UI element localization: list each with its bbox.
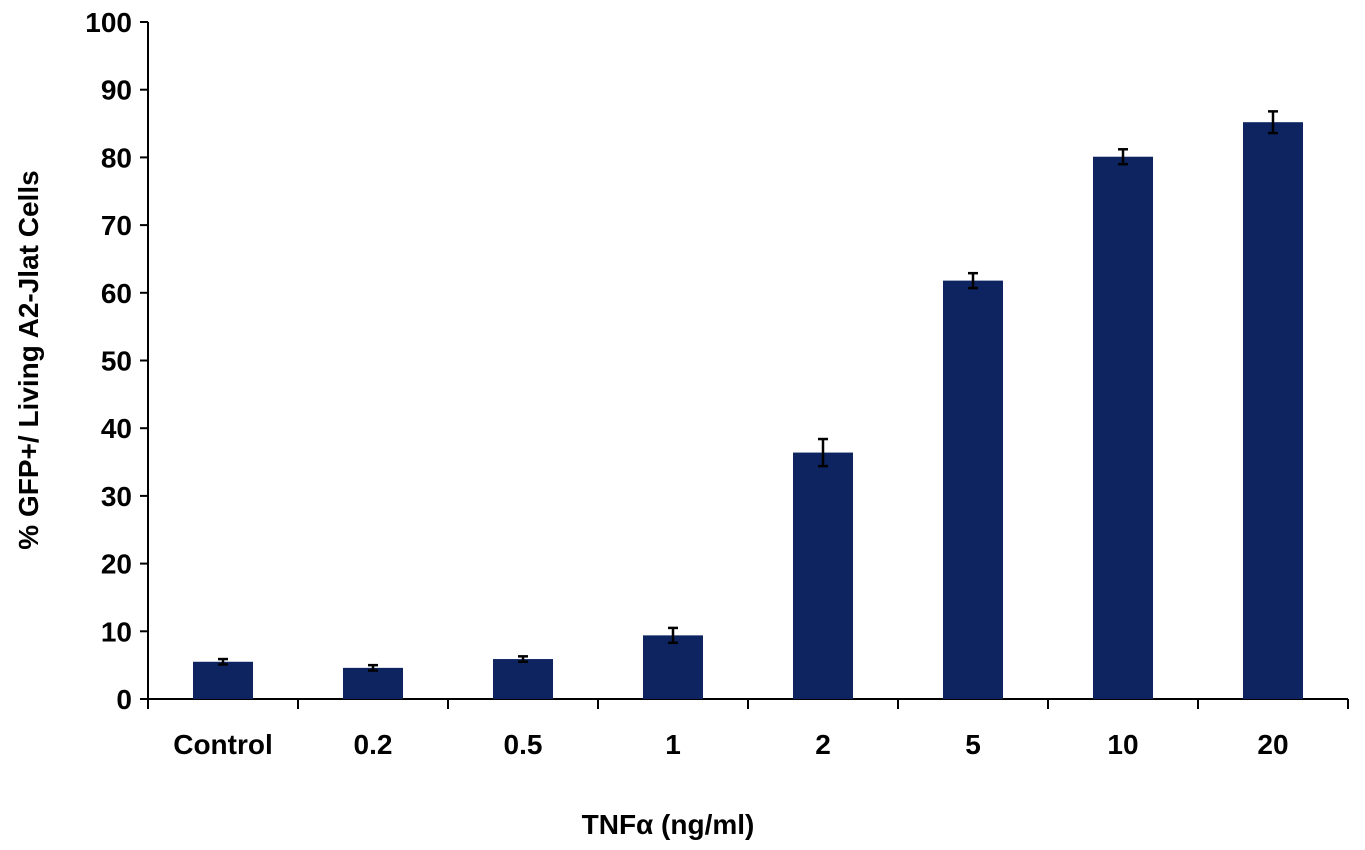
error-bar	[368, 663, 378, 672]
bar-10	[1093, 156, 1153, 699]
y-tick-label: 40	[101, 413, 132, 444]
x-tick-label: 1	[665, 729, 681, 760]
x-tick-label: Control	[173, 729, 273, 760]
x-axis: Control 0.2 0.5 1 2 5 10 20	[147, 698, 1349, 760]
x-axis-title: TNFα (ng/ml)	[582, 809, 755, 840]
x-tick-label: 5	[965, 729, 981, 760]
error-bar	[518, 655, 528, 664]
y-tick-label: 50	[101, 346, 132, 377]
bar-control	[193, 661, 253, 699]
bars	[193, 122, 1303, 700]
y-tick-label: 80	[101, 142, 132, 173]
bar-1	[643, 635, 703, 699]
y-tick-label: 0	[116, 684, 132, 715]
x-tick-label: 20	[1257, 729, 1288, 760]
bar-5	[943, 280, 1003, 699]
bar-20	[1243, 122, 1303, 700]
bar-0-5	[493, 659, 553, 699]
error-bars	[218, 110, 1278, 672]
y-axis-title: % GFP+/ Living A2-Jlat Cells	[13, 170, 44, 549]
y-tick-label: 90	[101, 75, 132, 106]
x-tick-label: 0.2	[354, 729, 393, 760]
bar-0-2	[343, 667, 403, 699]
y-tick-label: 20	[101, 549, 132, 580]
bar-2	[793, 452, 853, 699]
error-bar	[218, 657, 228, 666]
x-tick-label: 2	[815, 729, 831, 760]
error-bar	[968, 271, 978, 290]
y-tick-label: 30	[101, 481, 132, 512]
error-bar	[818, 437, 828, 468]
y-tick-label: 70	[101, 210, 132, 241]
y-axis: 0 10 20 30 40 50 60 70 80 90 100	[85, 7, 149, 715]
y-tick-label: 100	[85, 7, 132, 38]
y-tick-label: 60	[101, 278, 132, 309]
y-tick-label: 10	[101, 616, 132, 647]
x-tick-label: 10	[1107, 729, 1138, 760]
x-tick-label: 0.5	[504, 729, 543, 760]
error-bar	[1118, 148, 1128, 166]
error-bar	[668, 626, 678, 645]
error-bar	[1268, 110, 1278, 135]
